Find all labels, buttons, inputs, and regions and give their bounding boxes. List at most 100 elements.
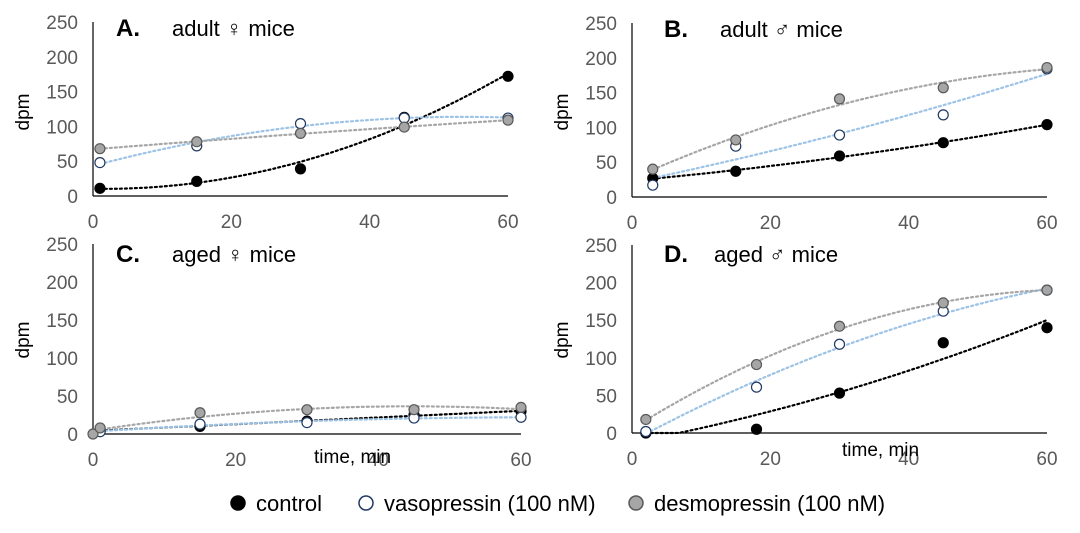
y-tick-label: 150 [46, 83, 78, 104]
y-axis-label: dpm [552, 322, 573, 359]
y-tick-label: 250 [46, 13, 78, 34]
x-axis-label: time, min [314, 447, 391, 468]
y-tick-label: 100 [46, 117, 78, 138]
point-desmopressin [398, 121, 410, 133]
point-control [833, 150, 846, 162]
legend-control-label: control [256, 491, 322, 516]
point-control [294, 163, 307, 175]
panel-letter: B. [664, 16, 688, 43]
y-tick-label: 50 [57, 387, 78, 408]
point-desmopressin [730, 134, 742, 146]
y-tick-label: 50 [57, 152, 78, 173]
point-desmopressin [833, 320, 846, 332]
y-tick-label: 250 [585, 236, 617, 257]
x-tick-label: 0 [627, 449, 638, 470]
y-axis-label: dpm [13, 94, 34, 131]
point-desmopressin [1041, 284, 1053, 296]
y-axis-label: dpm [552, 94, 573, 131]
y-tick-label: 50 [596, 153, 617, 174]
point-control [750, 423, 763, 435]
point-control [502, 70, 514, 82]
point-control [730, 165, 742, 177]
y-tick-label: 0 [67, 425, 78, 446]
trendline-vasopressin [651, 72, 1049, 180]
point-desmopressin [937, 297, 949, 309]
point-desmopressin [647, 163, 659, 175]
point-vasopressin [94, 156, 106, 169]
x-tick-label: 60 [1036, 213, 1057, 234]
panel-letter: A. [116, 15, 140, 42]
y-tick-label: 150 [585, 311, 617, 332]
point-vasopressin [647, 179, 659, 191]
point-control [94, 182, 106, 194]
x-tick-label: 0 [88, 450, 99, 471]
panel-d: 0 50 100 150 200 250 0 20 40 60 dpm time, min D. aged… [552, 236, 1058, 470]
point-control [833, 387, 846, 399]
point-vasopressin [301, 417, 313, 429]
y-tick-label: 250 [46, 235, 78, 256]
y-tick-label: 100 [585, 349, 617, 370]
panel-letter: D. [664, 241, 688, 268]
y-tick-label: 0 [606, 188, 617, 209]
legend-vasopressin-marker [358, 495, 374, 511]
point-desmopressin [408, 404, 420, 416]
y-tick-label: 0 [606, 424, 617, 445]
point-desmopressin [750, 358, 763, 371]
y-tick-label: 150 [46, 311, 78, 332]
legend-control-marker [230, 495, 246, 511]
y-tick-label: 100 [585, 118, 617, 139]
x-tick-label: 40 [898, 449, 919, 470]
panel-c: 0 50 100 150 200 250 0 20 40 60 dpm time, min C. aged… [13, 235, 532, 471]
point-desmopressin [94, 143, 106, 155]
x-tick-label: 0 [88, 212, 99, 233]
y-tick-label: 0 [67, 187, 78, 208]
y-tick-label: 100 [46, 349, 78, 370]
point-vasopressin [833, 338, 846, 350]
point-control [1041, 322, 1053, 334]
x-tick-label: 20 [225, 450, 246, 471]
point-desmopressin [640, 413, 652, 426]
trendline-desmopressin [651, 68, 1049, 171]
point-desmopressin [191, 136, 203, 148]
y-tick-label: 150 [585, 84, 617, 105]
point-control [937, 337, 949, 349]
panel-title: adult ♂ mice [720, 17, 843, 42]
point-desmopressin [94, 422, 106, 434]
point-control [191, 175, 203, 187]
x-tick-label: 40 [898, 213, 919, 234]
panel-title: aged ♀ mice [172, 242, 296, 267]
legend-desmopressin-label: desmopressin (100 nM) [654, 491, 885, 516]
point-desmopressin [194, 407, 206, 419]
y-tick-label: 250 [585, 14, 617, 35]
point-control [1041, 119, 1053, 131]
point-vasopressin [937, 109, 949, 121]
panel-a: 0 50 100 150 200 250 0 20 40 60 dpm A. adult ♀ mice [13, 13, 519, 233]
point-vasopressin [640, 425, 652, 438]
point-vasopressin [194, 418, 206, 430]
x-tick-label: 40 [359, 212, 380, 233]
point-vasopressin [515, 411, 527, 423]
trendline-control [651, 123, 1049, 180]
y-tick-label: 200 [46, 273, 78, 294]
legend-desmopressin-marker [628, 495, 644, 511]
panel-b: 0 50 100 150 200 250 0 20 40 60 dpm B. adult ♂ mice [552, 14, 1058, 234]
x-tick-label: 0 [627, 213, 638, 234]
x-tick-label: 20 [760, 449, 781, 470]
point-vasopressin [294, 118, 307, 130]
panel-title: adult ♀ mice [172, 16, 295, 41]
point-desmopressin [294, 127, 307, 139]
trendline-desmopressin [644, 289, 1049, 422]
y-axis-label: dpm [13, 322, 34, 359]
point-desmopressin [833, 93, 846, 105]
y-tick-label: 200 [46, 48, 78, 69]
y-tick-label: 200 [585, 49, 617, 70]
x-tick-label: 60 [497, 212, 518, 233]
point-control [937, 137, 949, 149]
point-desmopressin [937, 82, 949, 94]
point-desmopressin [515, 401, 527, 413]
point-vasopressin [750, 381, 763, 393]
y-tick-label: 50 [596, 386, 617, 407]
y-tick-label: 200 [585, 274, 617, 295]
trendline-vasopressin [644, 287, 1049, 435]
